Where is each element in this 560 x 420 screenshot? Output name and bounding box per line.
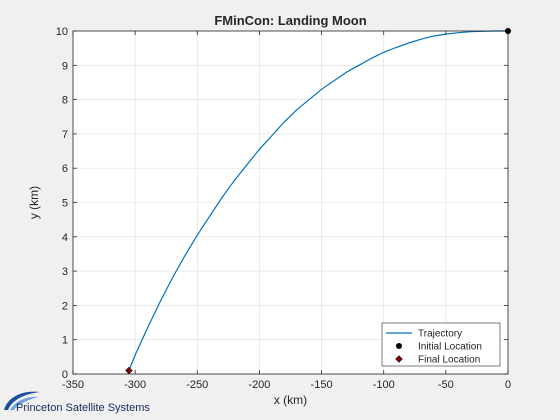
legend-initial-location-marker <box>396 343 402 349</box>
y-tick-label: 1 <box>62 335 68 347</box>
company-logo: Princeton Satellite Systems <box>4 392 150 414</box>
y-tick-label: 0 <box>62 369 68 381</box>
x-tick-label: -150 <box>311 379 333 391</box>
y-tick-label: 4 <box>62 232 68 244</box>
y-tick-label: 5 <box>62 198 68 210</box>
y-tick-label: 2 <box>62 300 68 312</box>
y-tick-label: 9 <box>62 60 68 72</box>
y-tick-label: 10 <box>56 26 68 38</box>
x-tick-label: -250 <box>186 379 208 391</box>
legend-final-location-label: Final Location <box>418 355 480 366</box>
x-tick-label: -300 <box>124 379 146 391</box>
legend: Trajectory Initial Location Final Locati… <box>382 323 500 366</box>
chart-title: FMinCon: Landing Moon <box>214 13 366 28</box>
y-tick-label: 7 <box>62 129 68 141</box>
x-tick-label: -200 <box>248 379 270 391</box>
y-tick-label: 3 <box>62 266 68 278</box>
y-axis-label: y (km) <box>27 186 41 219</box>
legend-trajectory-label: Trajectory <box>418 329 462 340</box>
initial-location-marker <box>505 28 511 34</box>
x-tick-label: -50 <box>438 379 454 391</box>
y-tick-label: 6 <box>62 163 68 175</box>
x-axis-label: x (km) <box>274 393 307 407</box>
x-tick-label: -100 <box>373 379 395 391</box>
x-tick-label: 0 <box>505 379 511 391</box>
legend-initial-location-label: Initial Location <box>418 342 482 353</box>
y-tick-label: 8 <box>62 95 68 107</box>
logo-text: Princeton Satellite Systems <box>16 402 150 414</box>
